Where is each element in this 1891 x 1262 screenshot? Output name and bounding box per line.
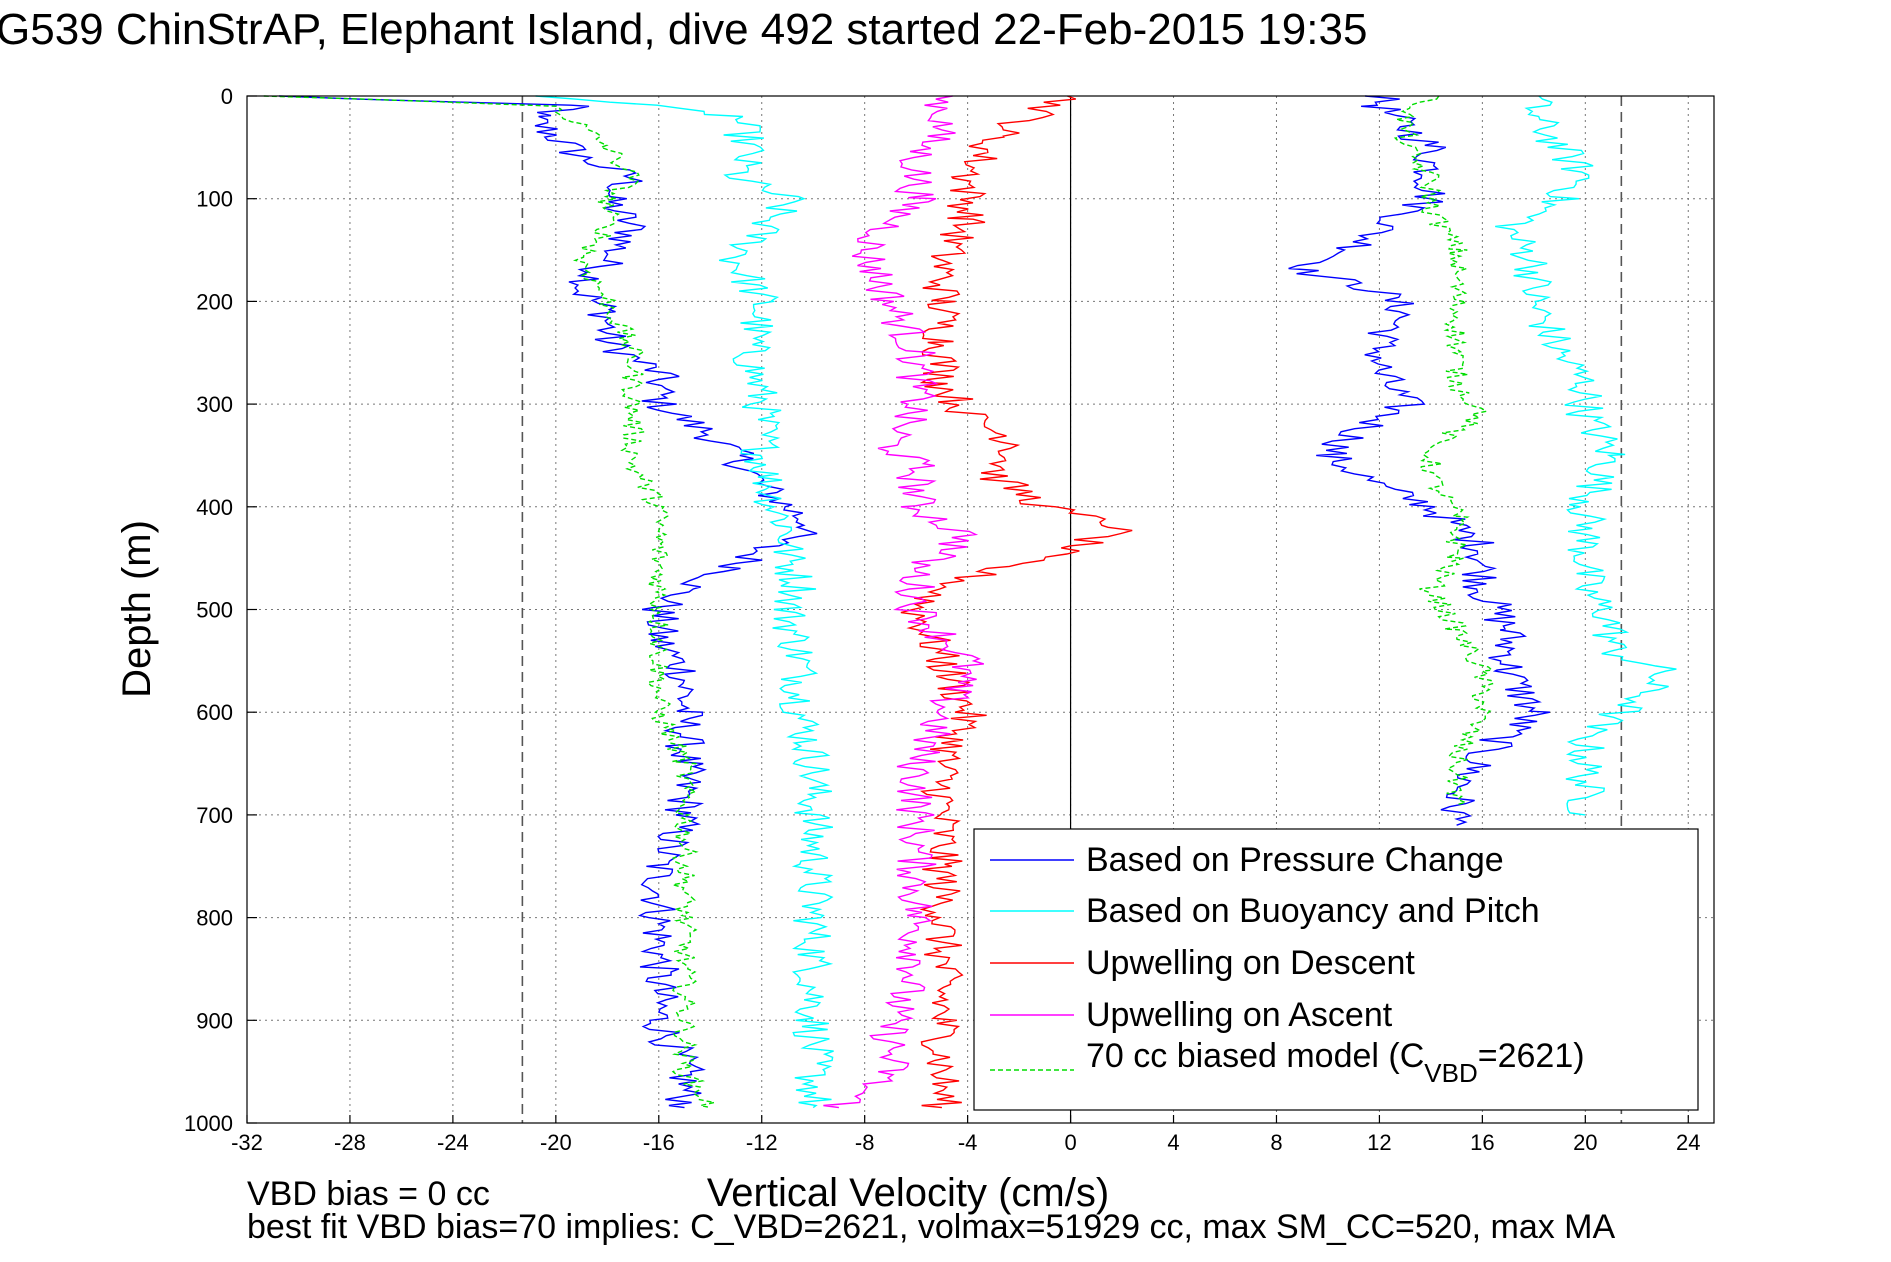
y-tick-label: 200 [196,289,233,314]
y-tick-label: 0 [221,84,233,109]
x-tick-label: 4 [1167,1130,1179,1155]
y-tick-label: 700 [196,803,233,828]
legend-label: Upwelling on Descent [1086,944,1415,982]
x-tick-label: -28 [334,1130,366,1155]
y-tick-label: 900 [196,1008,233,1033]
x-tick-label: 12 [1367,1130,1391,1155]
y-tick-label: 300 [196,392,233,417]
x-tick-label: 20 [1573,1130,1597,1155]
y-axis-label: Depth (m) [115,520,159,698]
footer-vbd-bias: VBD bias = 0 cc [247,1175,490,1213]
x-tick-label: 16 [1470,1130,1494,1155]
axis-ticks: -32 -28 -24 -20 -16 -12 -8 -4 0 4 8 12 16 20 24 0 100 200… [184,84,1700,1155]
series-line-2-ascent [1495,95,1677,816]
x-axis-label: Vertical Velocity (cm/s) [707,1171,1109,1215]
series-line-1-ascent [1288,95,1551,826]
x-tick-label: -4 [958,1130,978,1155]
x-tick-label: 0 [1064,1130,1076,1155]
footer-best-fit-note: best fit VBD bias=70 implies: C_VBD=2621… [247,1208,1616,1246]
series-line-4 [823,95,984,1109]
series-line-1 [279,95,818,1109]
x-tick-label: 8 [1270,1130,1282,1155]
x-tick-label: -12 [746,1130,778,1155]
chart-title: G539 ChinStrAP, Elephant Island, dive 49… [0,5,1367,54]
y-tick-label: 400 [196,495,233,520]
y-tick-label: 1000 [184,1111,233,1136]
legend-label: Based on Pressure Change [1086,841,1504,879]
x-tick-label: -32 [231,1130,263,1155]
x-tick-label: -20 [540,1130,572,1155]
x-tick-label: -24 [437,1130,469,1155]
x-tick-label: -16 [643,1130,675,1155]
legend-box [973,828,1699,1111]
legend-label: Based on Buoyancy and Pitch [1086,892,1540,930]
y-tick-label: 500 [196,598,233,623]
x-tick-label: 24 [1676,1130,1700,1155]
series-line-3 [900,95,1133,1109]
x-tick-label: -8 [855,1130,875,1155]
y-tick-label: 600 [196,700,233,725]
y-tick-label: 800 [196,906,233,931]
data-series [263,95,1677,1109]
legend: Based on Pressure Change Based on Buoyanc… [973,828,1699,1111]
y-tick-label: 100 [196,187,233,212]
series-line-2 [535,95,834,1109]
legend-label: Upwelling on Ascent [1086,996,1393,1034]
series-line-5 [263,95,715,1109]
